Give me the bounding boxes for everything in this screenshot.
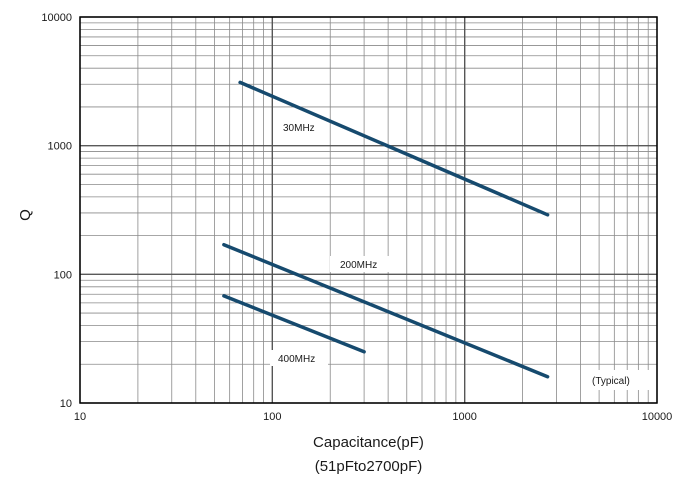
x-tick-label: 10000 bbox=[642, 411, 673, 423]
series-lines bbox=[222, 80, 550, 379]
minor-gridlines bbox=[80, 17, 657, 403]
series-label-400mhz: 400MHz bbox=[278, 354, 315, 365]
series-label-bg-200mhz bbox=[330, 256, 390, 272]
series-label-bg-400mhz bbox=[270, 350, 328, 366]
x-tick-labels: 10 100 1000 10000 bbox=[74, 411, 672, 423]
series-line-30mhz bbox=[238, 80, 550, 217]
series-line-200mhz bbox=[222, 242, 550, 379]
y-tick-label: 100 bbox=[54, 269, 72, 281]
x-axis-sublabel: (51pFto2700pF) bbox=[315, 458, 423, 475]
typical-annotation-bg bbox=[582, 370, 650, 390]
typical-annotation: (Typical) bbox=[592, 376, 630, 387]
y-tick-label: 1000 bbox=[48, 141, 72, 153]
series-label-bg-30mhz bbox=[277, 119, 327, 135]
y-tick-label: 10000 bbox=[41, 12, 72, 24]
x-tick-label: 10 bbox=[74, 411, 86, 423]
x-axis-label: Capacitance(pF) bbox=[313, 434, 424, 451]
x-tick-label: 1000 bbox=[452, 411, 476, 423]
x-tick-label: 100 bbox=[263, 411, 281, 423]
y-tick-labels: 10 100 1000 10000 bbox=[41, 12, 72, 410]
series-label-200mhz: 200MHz bbox=[340, 260, 377, 271]
y-axis-label: Q bbox=[17, 209, 34, 221]
y-tick-label: 10 bbox=[60, 398, 72, 410]
series-label-30mhz: 30MHz bbox=[283, 123, 315, 134]
plot-frame bbox=[79, 16, 658, 404]
series-line-400mhz bbox=[222, 294, 366, 354]
